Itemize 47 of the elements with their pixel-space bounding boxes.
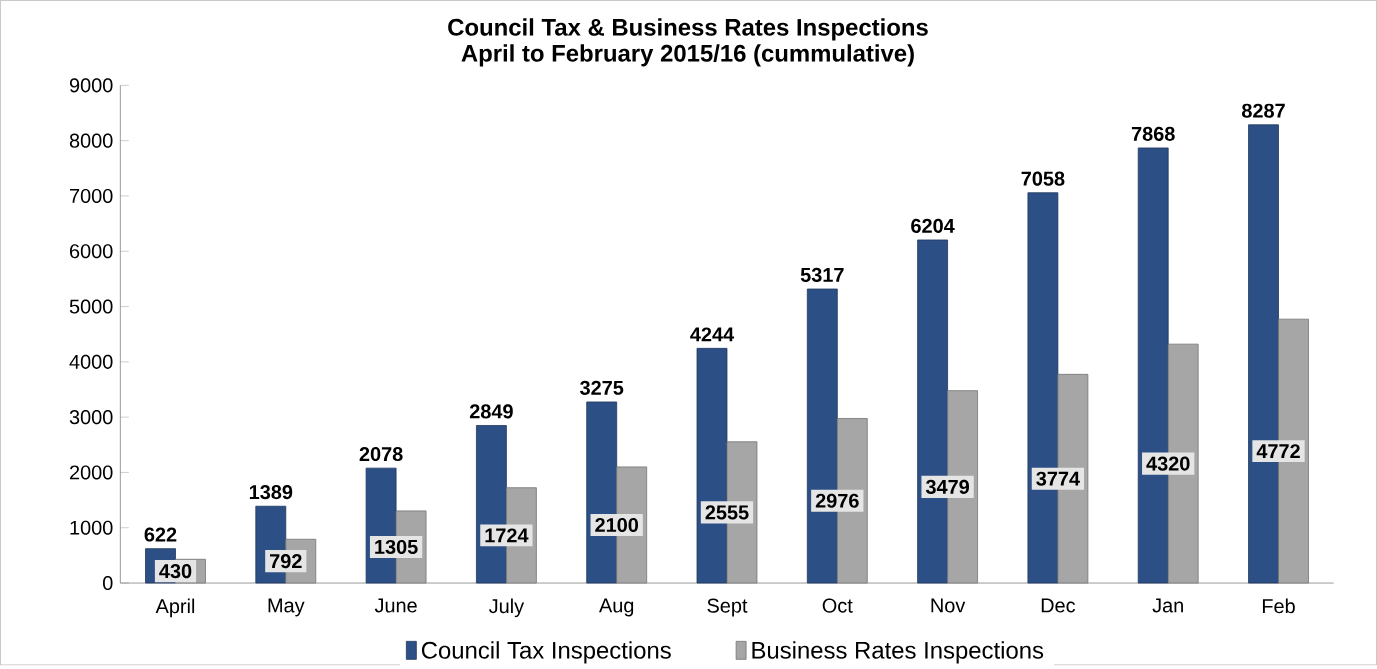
x-tick-label: Oct [822, 598, 853, 613]
chart-subtitle: April to February 2015/16 (cummulative) [461, 44, 914, 67]
data-label: 430 [159, 563, 192, 578]
y-tick-label: 5000 [69, 299, 113, 314]
data-label: 8287 [1241, 103, 1285, 118]
y-tick-label: 3000 [69, 409, 113, 424]
y-tick-label: 6000 [70, 243, 113, 259]
data-label: 1724 [485, 528, 529, 543]
x-tick-label: Jan [1152, 598, 1183, 613]
data-label: 2555 [705, 505, 749, 520]
chart-title: Council Tax & Business Rates Inspections [448, 18, 928, 41]
y-tick-label: 7000 [70, 188, 113, 203]
y-tick-label: 9000 [69, 78, 113, 93]
data-label: 2100 [595, 517, 639, 532]
y-tick-label: 2000 [70, 465, 113, 480]
x-tick-label: May [268, 598, 305, 617]
data-label: 792 [270, 553, 302, 568]
data-label: 4244 [690, 327, 735, 342]
x-tick-label: Aug [599, 598, 634, 617]
y-tick-label: 4000 [69, 354, 113, 369]
x-tick-label: Sept [707, 598, 748, 617]
x-tick-label: Feb [1262, 598, 1295, 613]
y-tick-label: 1000 [70, 520, 113, 535]
x-tick-label: April [155, 598, 195, 617]
data-label: 2976 [815, 493, 859, 508]
data-label: 1389 [249, 484, 293, 499]
y-tick-label: 8000 [69, 133, 113, 148]
x-tick-label: June [374, 598, 417, 613]
data-label: 4320 [1146, 456, 1190, 471]
data-label: 6204 [911, 218, 955, 233]
data-label: 2849 [469, 404, 513, 419]
data-label: 3774 [1036, 471, 1080, 486]
data-label: 622 [144, 527, 177, 542]
y-tick-label: 0 [103, 575, 113, 590]
data-label: 4772 [1256, 443, 1300, 458]
x-tick-label: Dec [1041, 598, 1076, 613]
data-label: 3275 [580, 380, 624, 395]
data-label: 7868 [1131, 126, 1175, 141]
data-label: 7058 [1021, 171, 1065, 186]
data-label: 3479 [925, 479, 969, 494]
data-label: 5317 [800, 267, 844, 282]
x-tick-label: Nov [931, 598, 966, 613]
legend-label: Business Rates Inspections [752, 640, 1044, 664]
data-label: 1305 [375, 539, 418, 554]
data-label: 2078 [359, 446, 403, 461]
legend-label: Council Tax Inspections [421, 640, 671, 664]
x-tick-label: July [489, 598, 525, 617]
